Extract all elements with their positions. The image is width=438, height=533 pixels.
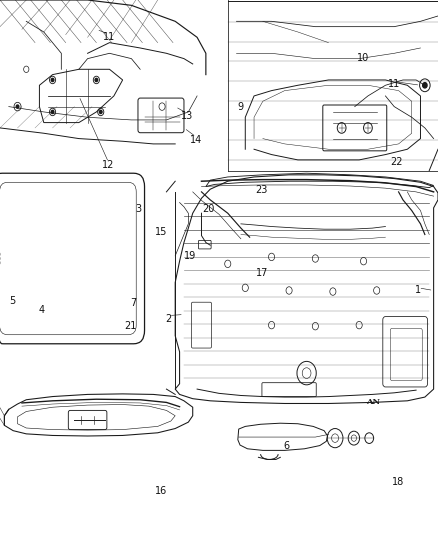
Text: 18: 18 bbox=[392, 477, 404, 487]
Text: 1: 1 bbox=[415, 286, 421, 295]
Circle shape bbox=[423, 83, 427, 88]
Text: 23: 23 bbox=[256, 185, 268, 195]
Text: 16: 16 bbox=[155, 487, 167, 496]
Text: 4: 4 bbox=[39, 305, 45, 315]
Text: 10: 10 bbox=[357, 53, 370, 62]
Text: 6: 6 bbox=[284, 441, 290, 451]
Text: 21: 21 bbox=[124, 321, 137, 331]
Text: 20: 20 bbox=[202, 204, 214, 214]
Circle shape bbox=[51, 78, 54, 82]
Circle shape bbox=[95, 78, 98, 82]
Circle shape bbox=[51, 110, 54, 114]
Text: 14: 14 bbox=[190, 135, 202, 144]
Text: 17: 17 bbox=[256, 269, 268, 278]
Text: 11: 11 bbox=[102, 33, 115, 42]
Text: 22: 22 bbox=[390, 157, 403, 167]
Text: 3: 3 bbox=[135, 204, 141, 214]
Text: 11: 11 bbox=[388, 79, 400, 89]
Text: 19: 19 bbox=[184, 252, 197, 261]
Text: 5: 5 bbox=[9, 296, 15, 306]
Text: 7: 7 bbox=[131, 298, 137, 308]
Circle shape bbox=[99, 110, 102, 114]
Circle shape bbox=[16, 105, 19, 108]
Text: AN: AN bbox=[366, 398, 380, 407]
Text: 2: 2 bbox=[166, 314, 172, 324]
Text: 15: 15 bbox=[155, 227, 167, 237]
Text: 12: 12 bbox=[102, 160, 115, 170]
Text: 13: 13 bbox=[181, 111, 194, 121]
Text: 9: 9 bbox=[237, 102, 243, 111]
